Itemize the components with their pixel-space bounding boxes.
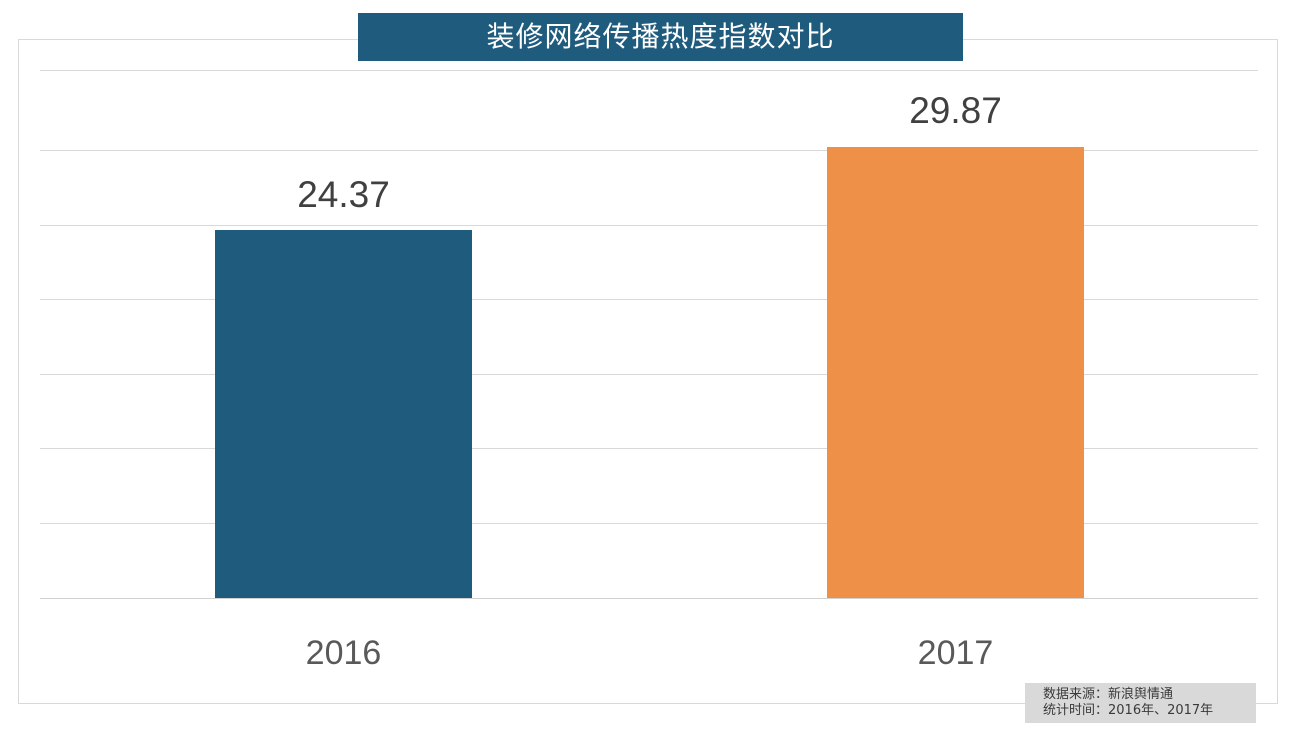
gridline-15 xyxy=(40,374,1258,375)
data-label-2017: 29.87 xyxy=(909,90,1002,131)
data-label-2016: 24.37 xyxy=(297,174,390,215)
source-note-box: 数据来源：新浪舆情通 统计时间：2016年、2017年 xyxy=(1025,683,1256,723)
chart-title: 装修网络传播热度指数对比 xyxy=(486,20,835,53)
source-data-origin: 数据来源：新浪舆情通 xyxy=(1043,687,1174,702)
bar-2017[interactable] xyxy=(827,147,1084,598)
gridline-20 xyxy=(40,299,1258,300)
x-axis-line xyxy=(40,598,1258,599)
plot-area xyxy=(40,70,1258,598)
gridline-30 xyxy=(40,150,1258,151)
chart-title-banner: 装修网络传播热度指数对比 xyxy=(358,13,963,61)
category-label-2017: 2017 xyxy=(917,634,994,672)
category-label-2016: 2016 xyxy=(305,634,382,672)
gridline-5 xyxy=(40,523,1258,524)
bars-container xyxy=(40,70,1258,598)
gridline-35 xyxy=(40,70,1258,71)
gridline-25 xyxy=(40,225,1258,226)
gridline-10 xyxy=(40,448,1258,449)
bar-2016[interactable] xyxy=(215,230,472,598)
source-time-range: 统计时间：2016年、2017年 xyxy=(1043,703,1214,718)
